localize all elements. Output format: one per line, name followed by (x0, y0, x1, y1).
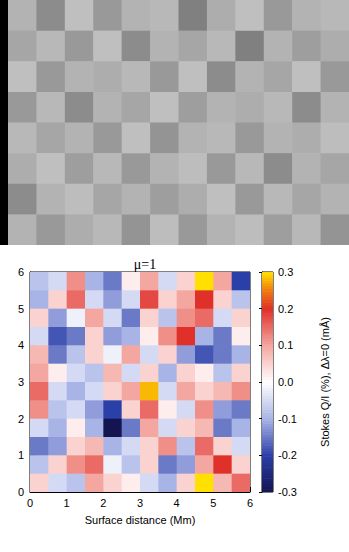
svg-text:0.1: 0.1 (278, 339, 293, 351)
svg-text:5: 5 (210, 497, 216, 509)
svg-text:0.2: 0.2 (278, 303, 293, 315)
svg-text:0: 0 (27, 497, 33, 509)
svg-text:Stokes Q/I (%), Δλ=0 (mÅ): Stokes Q/I (%), Δλ=0 (mÅ) (319, 317, 331, 447)
svg-text:3: 3 (137, 497, 143, 509)
svg-text:0: 0 (18, 486, 24, 498)
svg-text:6: 6 (18, 266, 24, 278)
svg-text:1: 1 (18, 449, 24, 461)
svg-text:-0.3: -0.3 (278, 486, 297, 498)
svg-text:-0.1: -0.1 (278, 413, 297, 425)
svg-text:-0.2: -0.2 (278, 449, 297, 461)
svg-text:1: 1 (64, 497, 70, 509)
svg-text:2: 2 (18, 413, 24, 425)
svg-text:3: 3 (18, 376, 24, 388)
svg-text:4: 4 (174, 497, 180, 509)
svg-text:4: 4 (18, 339, 24, 351)
svg-text:0.0: 0.0 (278, 376, 293, 388)
svg-text:0.3: 0.3 (278, 266, 293, 278)
svg-text:μ=1: μ=1 (134, 257, 156, 272)
svg-text:2: 2 (100, 497, 106, 509)
svg-text:6: 6 (247, 497, 253, 509)
svg-text:Surface distance (Mm): Surface distance (Mm) (85, 514, 196, 526)
svg-text:5: 5 (18, 303, 24, 315)
